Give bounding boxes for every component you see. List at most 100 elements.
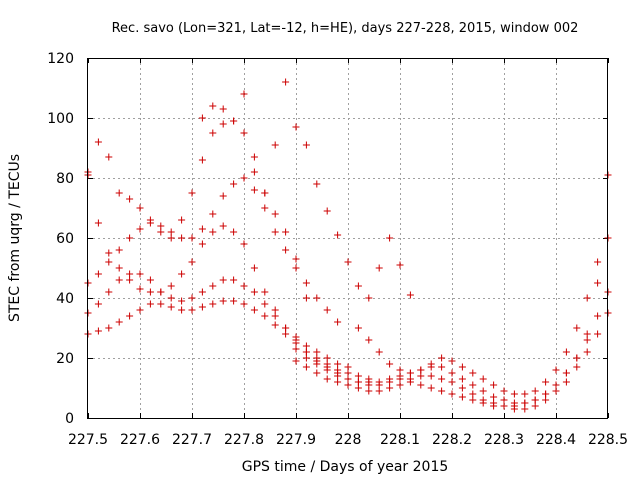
data-point: [167, 294, 175, 302]
data-point: [354, 324, 362, 332]
data-point: [240, 282, 248, 290]
data-point: [542, 390, 550, 398]
data-point: [209, 102, 217, 110]
data-point: [188, 306, 196, 314]
data-point: [261, 189, 269, 197]
data-point: [406, 369, 414, 377]
series-prn-track-3: [84, 270, 373, 383]
data-point: [562, 369, 570, 377]
data-point: [334, 360, 342, 368]
data-point: [334, 372, 342, 380]
y-tick-label: 80: [56, 171, 74, 187]
x-tick-label: 227.8: [224, 432, 264, 448]
chart-title: Rec. savo (Lon=321, Lat=-12, h=HE), days…: [112, 21, 579, 36]
data-point: [209, 228, 217, 236]
series-prn-track-9: [354, 234, 612, 398]
data-point: [490, 402, 498, 410]
data-point: [230, 297, 238, 305]
data-point: [167, 303, 175, 311]
data-points: [84, 78, 612, 413]
data-point: [344, 258, 352, 266]
data-point: [136, 270, 144, 278]
data-point: [282, 324, 290, 332]
axis-ticks: 227.5 227.6 227.7 227.8 227.9 228 228.1 228.2 22…: [47, 51, 628, 448]
data-point: [115, 189, 123, 197]
data-point: [302, 279, 310, 287]
data-point: [458, 384, 466, 392]
data-point: [521, 399, 529, 407]
data-point: [261, 204, 269, 212]
data-point: [323, 306, 331, 314]
data-point: [261, 288, 269, 296]
x-tick-label: 228.2: [432, 432, 472, 448]
data-point: [282, 228, 290, 236]
data-point: [219, 120, 227, 128]
data-point: [438, 354, 446, 362]
data-point: [323, 207, 331, 215]
data-point: [438, 387, 446, 395]
data-point: [365, 294, 373, 302]
data-point: [323, 366, 331, 374]
data-point: [105, 324, 113, 332]
data-point: [396, 381, 404, 389]
data-point: [209, 210, 217, 218]
data-point: [94, 300, 102, 308]
data-point: [115, 246, 123, 254]
data-point: [157, 222, 165, 230]
data-point: [583, 348, 591, 356]
data-point: [448, 378, 456, 386]
data-point: [344, 369, 352, 377]
data-point: [178, 234, 186, 242]
data-point: [198, 225, 206, 233]
data-point: [458, 375, 466, 383]
data-point: [230, 180, 238, 188]
data-point: [375, 387, 383, 395]
data-point: [271, 141, 279, 149]
data-point: [375, 378, 383, 386]
data-point: [365, 336, 373, 344]
data-point: [313, 348, 321, 356]
data-point: [417, 381, 425, 389]
y-tick-label: 40: [56, 291, 74, 307]
data-point: [562, 378, 570, 386]
data-point: [178, 270, 186, 278]
data-point: [250, 186, 258, 194]
data-point: [344, 381, 352, 389]
data-point: [375, 264, 383, 272]
data-point: [157, 288, 165, 296]
data-point: [209, 300, 217, 308]
data-point: [188, 189, 196, 197]
data-point: [105, 288, 113, 296]
data-point: [302, 342, 310, 350]
data-point: [282, 330, 290, 338]
data-point: [458, 393, 466, 401]
data-point: [302, 354, 310, 362]
data-point: [469, 390, 477, 398]
data-point: [583, 294, 591, 302]
x-tick-label: 228.3: [484, 432, 524, 448]
data-point: [198, 288, 206, 296]
data-point: [198, 240, 206, 248]
x-tick-label: 227.9: [276, 432, 316, 448]
data-point: [573, 363, 581, 371]
data-point: [396, 372, 404, 380]
data-point: [219, 276, 227, 284]
data-point: [167, 234, 175, 242]
data-point: [365, 378, 373, 386]
data-point: [94, 327, 102, 335]
data-point: [178, 306, 186, 314]
data-point: [334, 378, 342, 386]
data-point: [406, 378, 414, 386]
plot-frame: [87, 58, 608, 419]
data-point: [386, 234, 394, 242]
series-prn-track-10: [396, 171, 612, 410]
data-point: [188, 258, 196, 266]
data-point: [157, 228, 165, 236]
x-tick-label: 228.1: [380, 432, 420, 448]
data-point: [219, 105, 227, 113]
data-point: [94, 270, 102, 278]
data-point: [427, 360, 435, 368]
data-point: [188, 234, 196, 242]
x-tick-label: 228: [335, 432, 362, 448]
